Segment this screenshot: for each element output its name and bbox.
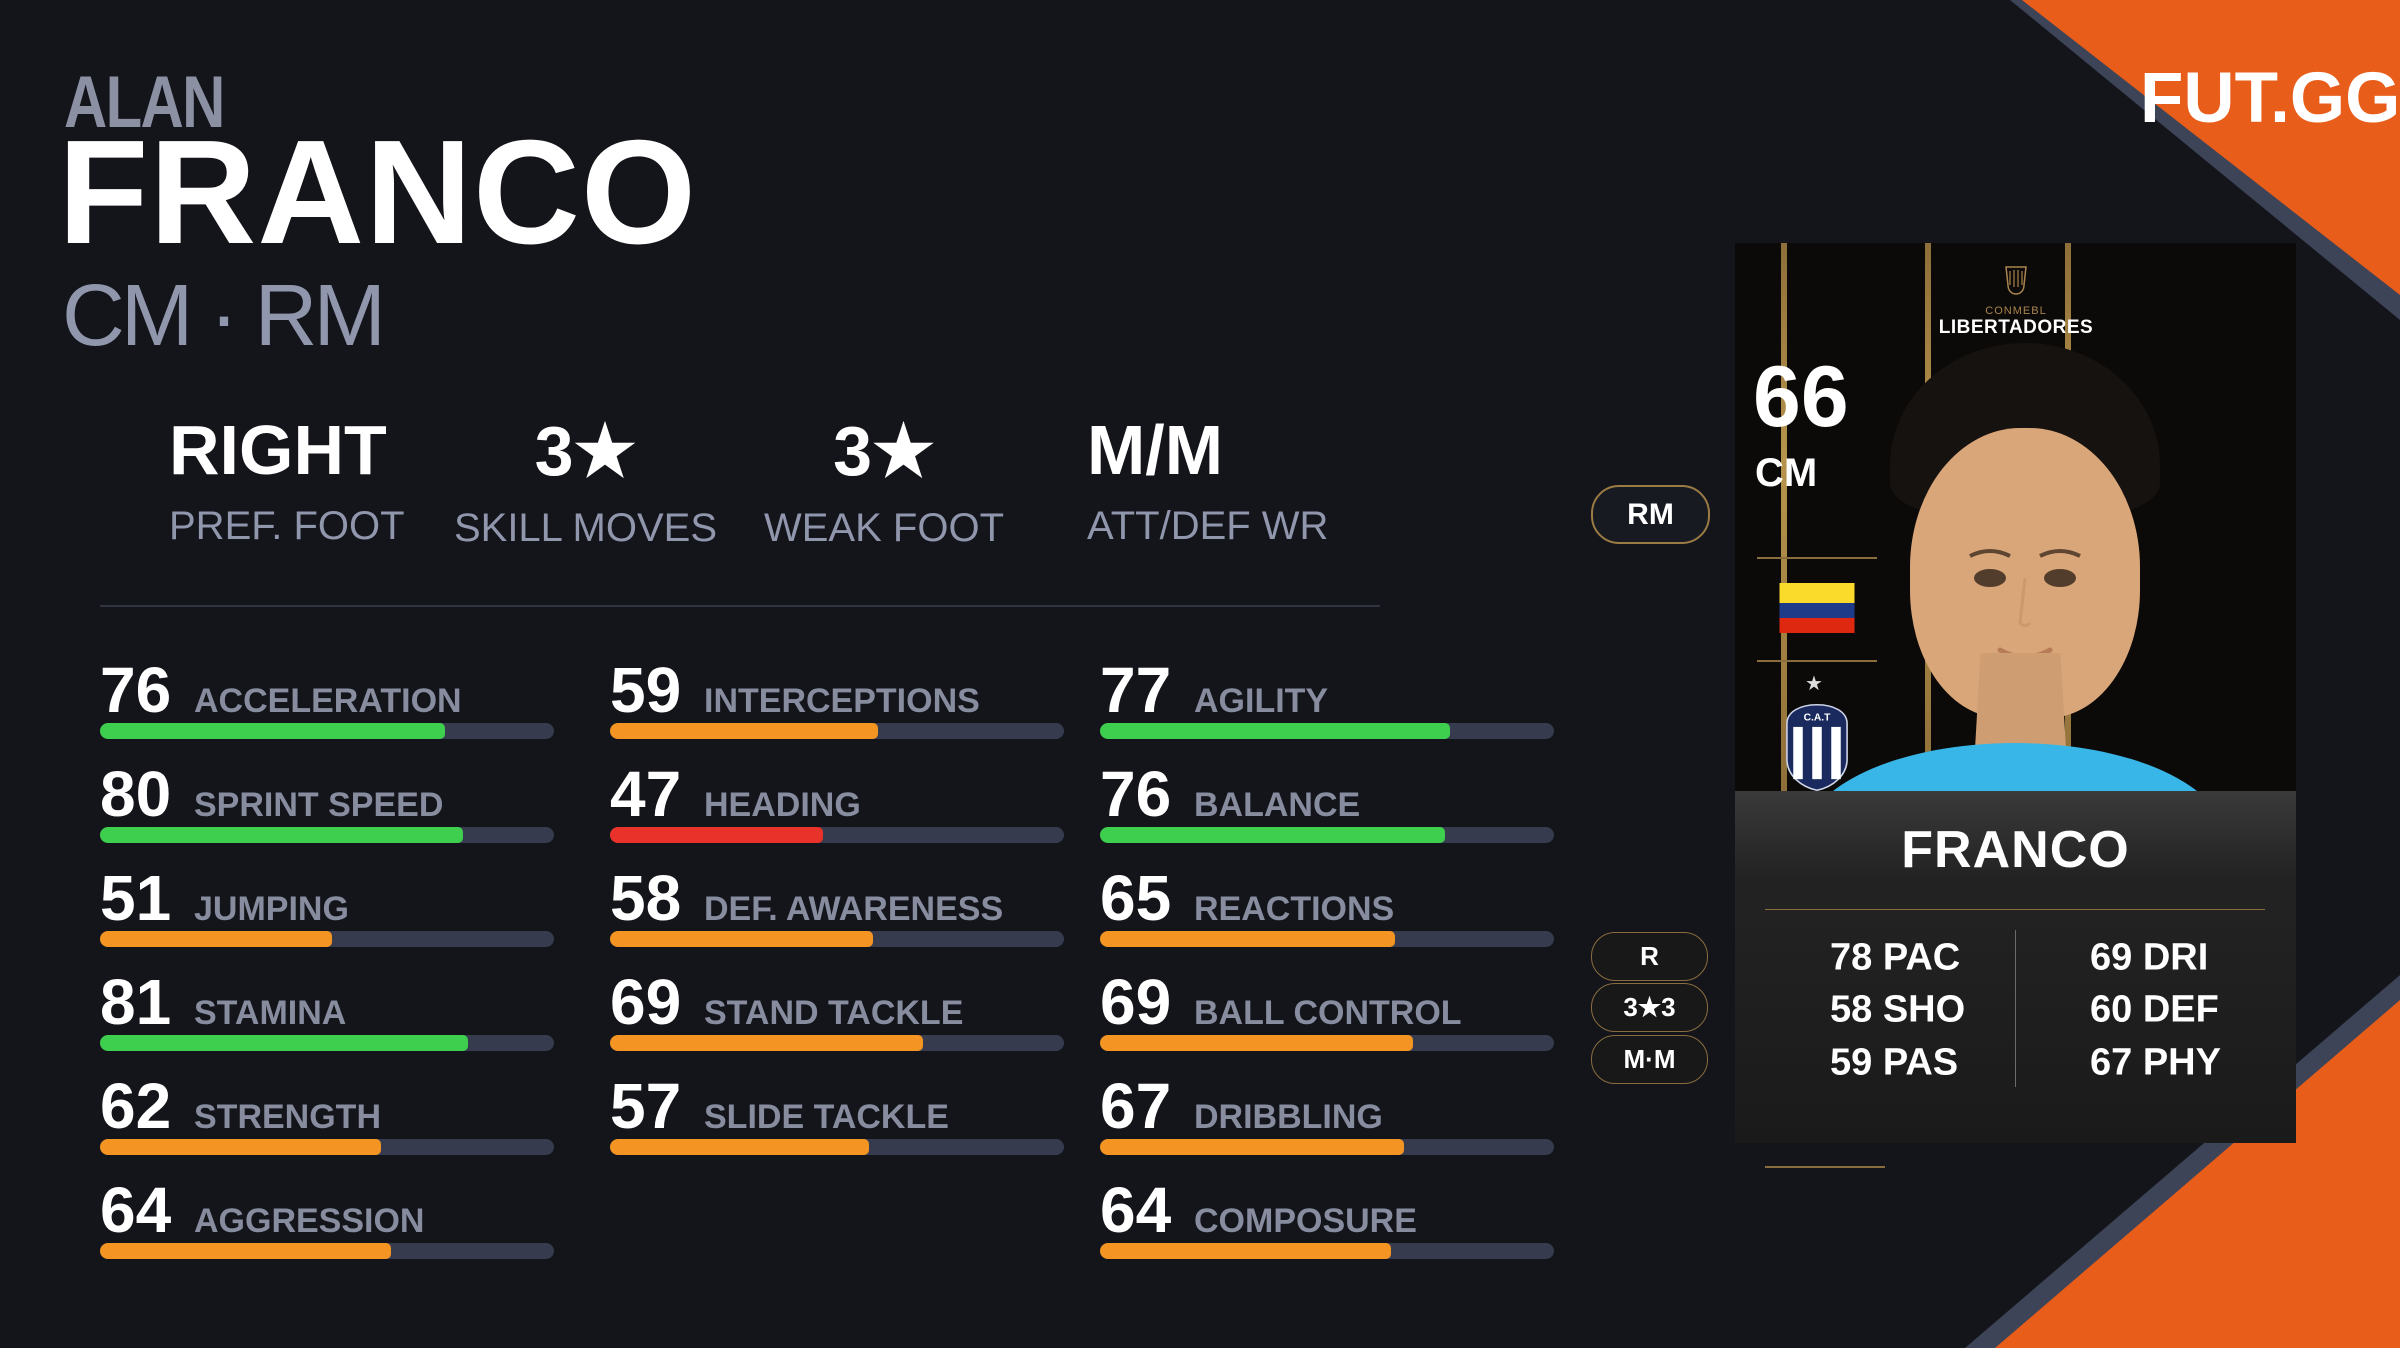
svg-text:C.A.T: C.A.T — [1804, 713, 1832, 724]
